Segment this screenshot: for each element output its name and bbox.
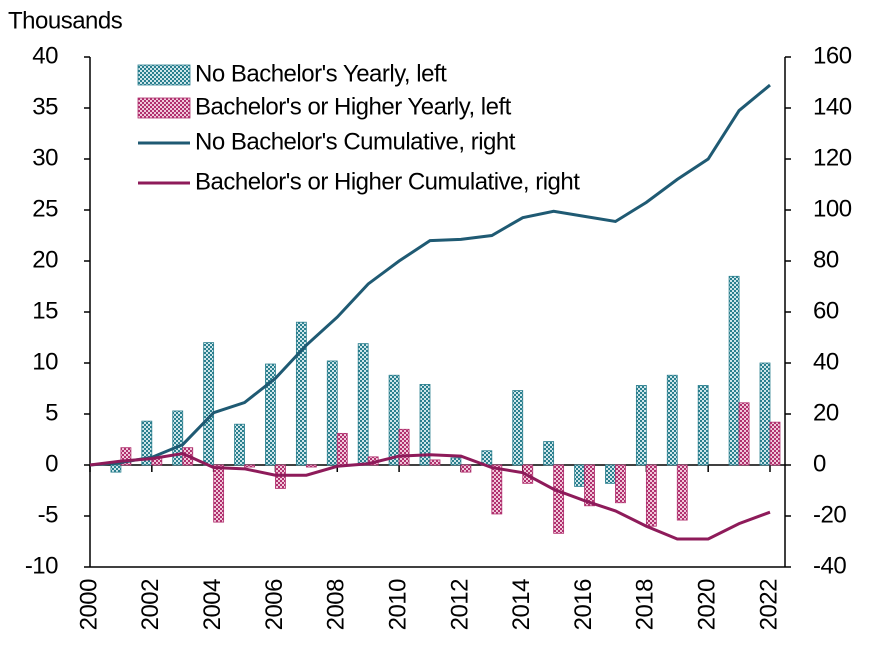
bar (141, 420, 153, 466)
bar (666, 374, 678, 466)
bar (326, 360, 338, 466)
x-tick-label: 2020 (694, 579, 721, 631)
bar (172, 410, 184, 466)
y2-tick-label: -20 (813, 501, 846, 528)
x-tick-label: 2006 (261, 579, 288, 631)
bar (110, 464, 122, 473)
bar (357, 343, 369, 466)
bar (336, 432, 348, 466)
legend-label: Bachelor's or Higher Yearly, left (195, 93, 512, 120)
bar (305, 464, 317, 468)
bar (419, 384, 431, 466)
y2-tick-label: 120 (813, 144, 852, 171)
y2-tick-label: -40 (813, 552, 846, 579)
bar (213, 464, 225, 523)
bar (605, 464, 616, 484)
legend-swatch (137, 64, 191, 86)
bar (676, 464, 688, 521)
bar (234, 423, 245, 466)
x-tick-label: 2014 (508, 579, 535, 631)
bar (584, 464, 595, 507)
x-tick-label: 2008 (323, 579, 350, 631)
legend-label: Bachelor's or Higher Cumulative, right (195, 168, 580, 195)
bar (398, 428, 410, 466)
bar (728, 275, 740, 466)
bar (460, 464, 472, 473)
y2-tick-label: 60 (813, 297, 839, 324)
y2-tick-label: 100 (813, 195, 852, 222)
bar (543, 441, 555, 466)
bar (429, 459, 441, 466)
bar (244, 464, 255, 468)
y-tick-label: 40 (32, 42, 58, 69)
x-tick-label: 2010 (384, 579, 411, 631)
bar (574, 464, 585, 487)
y2-tick-label: 160 (813, 42, 852, 69)
x-tick-label: 2000 (75, 579, 102, 631)
legend-swatch (137, 97, 191, 119)
y-tick-label: 0 (45, 450, 58, 477)
line (89, 83, 771, 467)
x-tick-label: 2012 (446, 579, 473, 631)
x-tick-label: 2002 (137, 579, 164, 631)
bar (491, 464, 503, 515)
y-tick-label: 25 (32, 195, 58, 222)
y2-tick-label: 80 (813, 246, 839, 273)
bar (697, 385, 709, 466)
y-axis-label: Thousands (8, 7, 123, 34)
bar (512, 390, 524, 466)
bar (450, 457, 462, 466)
y-tick-label: 20 (32, 246, 58, 273)
bar (265, 363, 276, 466)
bar (759, 362, 771, 466)
y-tick-label: 15 (32, 297, 58, 324)
y2-tick-label: 20 (813, 399, 839, 426)
bar (635, 385, 647, 466)
legend-label: No Bachelor's Yearly, left (195, 60, 447, 87)
bar (203, 342, 215, 466)
y2-tick-label: 0 (813, 450, 826, 477)
y2-tick-label: 40 (813, 348, 839, 375)
bar (769, 421, 781, 466)
bar (645, 464, 657, 527)
bar (615, 464, 626, 504)
y2-tick-label: 140 (813, 93, 852, 120)
legend-label: No Bachelor's Cumulative, right (195, 128, 516, 155)
x-tick-label: 2022 (755, 579, 782, 631)
x-tick-label: 2016 (570, 579, 597, 631)
bar (275, 464, 286, 489)
y-tick-label: 5 (45, 399, 58, 426)
bar (553, 464, 565, 534)
bar (388, 374, 400, 466)
x-tick-label: 2018 (632, 579, 659, 631)
bar (738, 402, 750, 466)
line (89, 451, 771, 541)
bar (120, 447, 132, 466)
y-tick-label: 30 (32, 144, 58, 171)
x-tick-label: 2004 (199, 579, 226, 631)
y-tick-label: -5 (38, 501, 58, 528)
bar (295, 321, 307, 466)
y-tick-label: -10 (25, 552, 58, 579)
y-tick-label: 10 (32, 348, 58, 375)
y-tick-label: 35 (32, 93, 58, 120)
